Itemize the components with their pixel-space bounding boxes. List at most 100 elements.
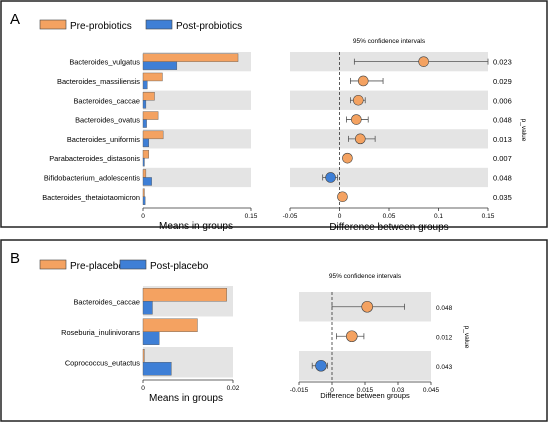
bar-post xyxy=(142,362,172,376)
category-label: Bacteroides_massiliensis xyxy=(57,77,140,86)
bar-post xyxy=(142,61,178,70)
bar-post xyxy=(142,80,148,90)
bar-post xyxy=(142,119,147,128)
panel-b-difference-chart: 0.048 0.012 0.043 -0.015 0 0.015 0.03 0.045 95% … xyxy=(290,273,470,400)
p-value-label: 0.048 xyxy=(493,116,512,125)
legend-post-label: Post-placebo xyxy=(150,261,209,272)
x-tick-label: 0 xyxy=(330,387,334,394)
panel-a-means-chart: Bacteroides_vulgatus Bacteroides_massilie… xyxy=(42,52,258,232)
estimate-point xyxy=(325,172,336,183)
p-value-label: 0.035 xyxy=(493,193,512,202)
estimate-point xyxy=(315,359,327,372)
p-value-label: 0.023 xyxy=(493,58,512,67)
category-label: Bacteroides_ovatus xyxy=(75,116,140,125)
x-axis-title: Difference between groups xyxy=(320,391,410,400)
bar-post xyxy=(142,301,153,315)
legend-pre-swatch xyxy=(39,259,67,270)
ci-title: 95% confidence intervals xyxy=(329,273,402,280)
bar-pre xyxy=(142,130,164,140)
x-tick-label: 0.15 xyxy=(482,213,495,220)
row-band xyxy=(143,167,251,188)
legend-post-swatch xyxy=(145,19,173,30)
estimate-point xyxy=(345,330,358,343)
x-tick-label: 0 xyxy=(338,213,342,220)
x-tick-label: 0.1 xyxy=(434,213,443,220)
panel-a-label: A xyxy=(10,11,20,28)
bar-post xyxy=(142,177,152,186)
panel-a-difference-chart: 0.023 0.029 0.006 0.048 0.013 0.007 0.048 0.035… xyxy=(283,38,527,233)
panel-b: B Pre-placebo Post-placebo Bacteroides_c… xyxy=(0,239,548,422)
category-label: Bacteroides_vulgatus xyxy=(69,58,140,67)
p-value-label: 0.048 xyxy=(436,305,453,312)
estimate-point xyxy=(337,191,348,203)
p-value-label: 0.007 xyxy=(493,154,512,163)
row-band xyxy=(290,129,488,149)
estimate-point xyxy=(357,75,369,87)
category-label: Parabacteroides_distasonis xyxy=(49,154,140,163)
x-tick-label: 0.015 xyxy=(357,387,374,394)
panel-b-frame xyxy=(0,239,548,422)
bar-pre xyxy=(142,169,147,178)
x-tick-label: -0.05 xyxy=(283,213,298,220)
x-axis-title: Means in groups xyxy=(159,221,233,232)
row-band xyxy=(290,90,488,110)
category-label: Bacteroides_caccae xyxy=(73,297,140,306)
category-label: Bacteroides_uniformis xyxy=(67,135,140,144)
estimate-point xyxy=(353,94,364,106)
legend-pre-label: Pre-placebo xyxy=(70,261,124,272)
bar-pre xyxy=(142,92,155,101)
x-tick-label: 0.02 xyxy=(227,385,240,392)
bar-pre xyxy=(142,111,159,120)
category-label: Coprococcus_eutactus xyxy=(65,358,140,367)
row-band xyxy=(143,129,251,149)
p-value-label: 0.006 xyxy=(493,96,512,105)
x-axis-title: Means in groups xyxy=(149,393,223,404)
category-label: Bifidobacterium_adolescentis xyxy=(44,173,140,182)
category-label: Bacteroides_thetaiotaomicron xyxy=(42,193,140,202)
estimate-point xyxy=(361,300,374,313)
category-label: Roseburia_inulinivorans xyxy=(61,328,140,337)
p-value-label: 0.012 xyxy=(436,334,453,341)
legend-pre-label: Pre-probiotics xyxy=(70,21,132,32)
legend-post-label: Post-probiotics xyxy=(176,21,242,32)
legend-post-swatch xyxy=(119,259,147,270)
p-value-label: 0.013 xyxy=(493,135,512,144)
x-tick-label: 0.03 xyxy=(392,387,405,394)
panel-b-means-chart: Bacteroides_caccae Roseburia_inulinivoran… xyxy=(61,286,240,404)
category-label: Bacteroides_caccae xyxy=(73,96,140,105)
bar-pre xyxy=(142,349,145,363)
bar-post xyxy=(142,196,146,205)
x-tick-label: 0.05 xyxy=(383,213,396,220)
x-tick-label: 0.045 xyxy=(423,387,440,394)
bar-pre xyxy=(142,288,227,302)
p-value-label: 0.043 xyxy=(436,364,453,371)
x-tick-label: 0 xyxy=(141,385,145,392)
p-value-label: 0.048 xyxy=(493,173,512,182)
bar-pre xyxy=(142,318,198,332)
bar-post xyxy=(142,331,160,345)
row-band xyxy=(290,167,488,188)
estimate-point xyxy=(342,152,353,164)
legend-pre-swatch xyxy=(39,19,67,30)
estimate-point xyxy=(418,56,429,67)
bar-pre xyxy=(142,53,239,62)
bar-pre xyxy=(142,188,145,197)
p-value-axis-title: p_value xyxy=(520,119,527,142)
x-axis-title: Difference between groups xyxy=(329,222,448,233)
p-value-axis-title: p_value xyxy=(463,326,470,349)
p-value-label: 0.029 xyxy=(493,77,512,86)
x-tick-label: 0.15 xyxy=(245,213,258,220)
bar-post xyxy=(142,157,145,167)
estimate-point xyxy=(351,114,362,125)
x-tick-label: 0 xyxy=(141,213,145,220)
x-tick-label: -0.015 xyxy=(290,387,309,394)
panel-a-frame xyxy=(0,0,548,228)
bar-pre xyxy=(142,149,149,159)
estimate-point xyxy=(354,133,366,145)
bar-post xyxy=(142,100,147,109)
panel-b-label: B xyxy=(10,250,20,267)
row-band xyxy=(143,90,251,110)
bar-post xyxy=(142,138,149,148)
ci-title: 95% confidence intervals xyxy=(353,38,426,45)
